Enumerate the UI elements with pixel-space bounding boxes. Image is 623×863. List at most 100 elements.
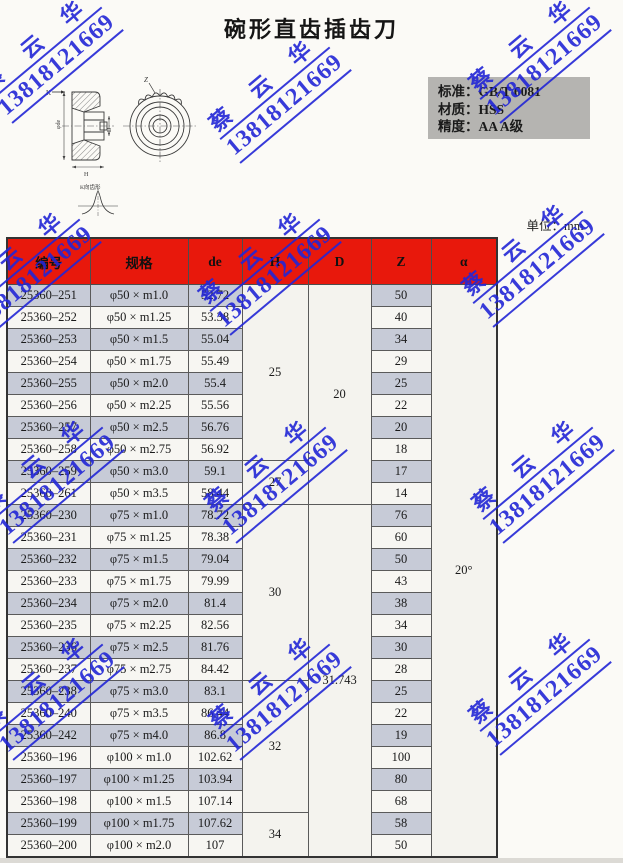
spec-cell: φ50 × m1.5: [89, 328, 189, 351]
z-cell: 50: [370, 548, 432, 571]
de-cell: 79.99: [187, 570, 243, 593]
tooth-profile-detail: [78, 188, 118, 217]
de-cell: 83.1: [187, 680, 243, 703]
table-row: 25360–231 φ75 × m1.25 78.38 60: [6, 526, 497, 549]
spec-cell: φ75 × m4.0: [89, 724, 189, 747]
de-cell: 103.94: [187, 768, 243, 791]
model-cell: 25360–196: [6, 746, 91, 769]
unit-label: 单位：mm: [526, 219, 584, 233]
model-cell: 25360–235: [6, 614, 91, 637]
de-cell: 81.76: [187, 636, 243, 659]
column-header-de: de: [187, 237, 243, 285]
scan-bottom-edge: [0, 858, 623, 863]
z-cell: 40: [370, 306, 432, 329]
de-cell: 79.04: [187, 548, 243, 571]
watermark-name: 蔡 云 华: [203, 27, 331, 141]
model-cell: 25360–242: [6, 724, 91, 747]
z-cell: 58: [370, 812, 432, 835]
de-cell: 56.92: [187, 438, 243, 461]
table-row: 25360–236 φ75 × m2.5 81.76 30: [6, 636, 497, 659]
h-cell: 30: [241, 504, 309, 681]
drawing-label-detail: K向齿形: [80, 183, 101, 191]
spec-table: 编号 规格 de H D Z α 25360–251 φ50 × m1.0 52.7…: [6, 237, 498, 858]
watermark-phone: 13818121669: [221, 47, 352, 164]
de-cell: 84.42: [187, 658, 243, 681]
spec-cell: φ100 × m2.0: [89, 834, 189, 858]
spec-cell: φ75 × m1.25: [89, 526, 189, 549]
de-cell: 107.14: [187, 790, 243, 813]
de-cell: 78.38: [187, 526, 243, 549]
z-cell: 68: [370, 790, 432, 813]
spec-material: 材质：HSS: [438, 101, 505, 117]
column-header-alpha: α: [430, 237, 498, 285]
spec-cell: φ75 × m3.0: [89, 680, 189, 703]
table-row: 25360–255 φ50 × m2.0 55.4 25: [6, 372, 497, 395]
de-cell: 55.56: [187, 394, 243, 417]
spec-box: 标准：GB/T 6081 材质：HSS 精度：AA A级: [428, 77, 590, 139]
z-cell: 43: [370, 570, 432, 593]
z-cell: 50: [370, 834, 432, 858]
table-row: 25360–261 φ50 × m3.5 58.44 14: [6, 482, 497, 505]
table-row: 25360–200 φ100 × m2.0 107 50: [6, 834, 497, 858]
z-cell: 25: [370, 680, 432, 703]
table-row: 25360–253 φ50 × m1.5 55.04 34: [6, 328, 497, 351]
h-cell: 34: [241, 812, 309, 858]
de-cell: 52.72: [187, 284, 243, 307]
de-cell: 59.1: [187, 460, 243, 483]
page-title: 碗形直齿插齿刀: [223, 17, 399, 42]
de-cell: 55.04: [187, 328, 243, 351]
model-cell: 25360–255: [6, 372, 91, 395]
column-header-spec: 规格: [89, 237, 189, 285]
z-cell: 34: [370, 614, 432, 637]
table-header: 编号 规格 de H D Z α: [6, 237, 498, 285]
model-cell: 25360–256: [6, 394, 91, 417]
spec-cell: φ50 × m2.5: [89, 416, 189, 439]
column-header-h: H: [241, 237, 309, 285]
spec-cell: φ75 × m2.25: [89, 614, 189, 637]
model-cell: 25360–257: [6, 416, 91, 439]
h-cell: 27: [241, 460, 309, 505]
model-cell: 25360–240: [6, 702, 91, 725]
model-cell: 25360–199: [6, 812, 91, 835]
alpha-cell: 20°: [430, 284, 498, 858]
model-cell: 25360–197: [6, 768, 91, 791]
de-cell: 107.62: [187, 812, 243, 835]
model-cell: 25360–236: [6, 636, 91, 659]
spec-cell: φ50 × m1.75: [89, 350, 189, 373]
drawing-label-z: Z: [144, 76, 148, 84]
spec-cell: φ50 × m2.25: [89, 394, 189, 417]
spec-cell: φ50 × m2.75: [89, 438, 189, 461]
table-row: 25360–259 φ50 × m3.0 59.1 27 17: [6, 460, 497, 505]
de-cell: 107: [187, 834, 243, 858]
model-cell: 25360–234: [6, 592, 91, 615]
technical-drawing: K φde D H: [46, 76, 197, 217]
model-cell: 25360–261: [6, 482, 91, 505]
spec-cell: φ50 × m1.25: [89, 306, 189, 329]
table-row: 25360–199 φ100 × m1.75 107.62 34 58: [6, 812, 497, 858]
table-row: 25360–232 φ75 × m1.5 79.04 50: [6, 548, 497, 571]
model-cell: 25360–252: [6, 306, 91, 329]
z-cell: 17: [370, 460, 432, 483]
spec-cell: φ75 × m2.75: [89, 658, 189, 681]
z-cell: 29: [370, 350, 432, 373]
model-cell: 25360–230: [6, 504, 91, 527]
model-cell: 25360–254: [6, 350, 91, 373]
table-row: 25360–238 φ75 × m3.0 83.1 32 25: [6, 680, 497, 813]
z-cell: 38: [370, 592, 432, 615]
table-row: 25360–257 φ50 × m2.5 56.76 20: [6, 416, 497, 439]
z-cell: 14: [370, 482, 432, 505]
table-row: 25360–254 φ50 × m1.75 55.49 29: [6, 350, 497, 373]
table-row: 25360–256 φ50 × m2.25 55.56 22: [6, 394, 497, 417]
z-cell: 22: [370, 702, 432, 725]
model-cell: 25360–258: [6, 438, 91, 461]
model-cell: 25360–198: [6, 790, 91, 813]
z-cell: 25: [370, 372, 432, 395]
model-cell: 25360–237: [6, 658, 91, 681]
de-cell: 58.44: [187, 482, 243, 505]
table-row: 25360–197 φ100 × m1.25 103.94 80: [6, 768, 497, 791]
column-header-z: Z: [370, 237, 432, 285]
spec-cell: φ75 × m2.5: [89, 636, 189, 659]
z-cell: 19: [370, 724, 432, 747]
z-cell: 80: [370, 768, 432, 791]
model-cell: 25360–259: [6, 460, 91, 483]
